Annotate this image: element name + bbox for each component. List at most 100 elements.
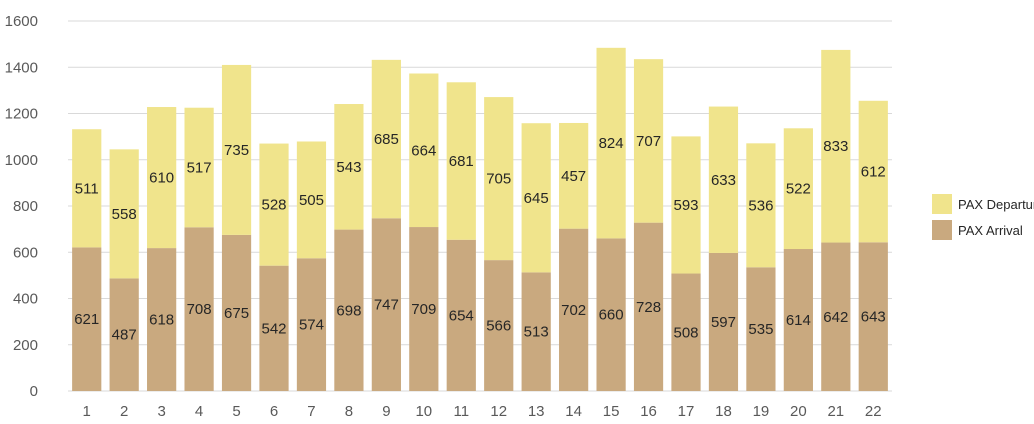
bar-pax-departure — [484, 97, 514, 261]
bar-pax-departure — [708, 106, 739, 253]
data-label-pax-arrival: 709 — [411, 301, 436, 318]
legend: PAX Departure PAX Arrival — [932, 194, 1034, 240]
data-label-pax-arrival: 487 — [112, 327, 137, 344]
data-label-pax-departure: 505 — [299, 192, 324, 209]
bar-pax-arrival — [296, 258, 327, 391]
data-label-pax-arrival: 618 — [149, 312, 174, 329]
y-tick-label: 1000 — [5, 152, 38, 169]
x-axis: 1 2 3 4 5 6 7 8 9 10 11 12 13 14 15 16 17 18 19 20 21 22 — [83, 403, 882, 420]
bar-pax-departure — [746, 143, 776, 268]
data-label-pax-departure: 593 — [673, 197, 698, 214]
data-label-pax-departure: 536 — [748, 197, 773, 214]
bar-pax-departure — [633, 59, 664, 223]
bar-pax-departure — [858, 100, 888, 243]
data-label-pax-departure: 633 — [711, 172, 736, 189]
legend-label: PAX Departure — [958, 197, 1034, 212]
y-tick-label: 1400 — [5, 59, 38, 76]
data-label-pax-arrival: 708 — [187, 301, 212, 318]
data-label-pax-arrival: 642 — [823, 309, 848, 326]
bar-pax-arrival — [746, 267, 776, 391]
bar-pax-arrival — [858, 242, 888, 391]
x-tick-label: 21 — [827, 403, 844, 420]
bar-pax-departure — [371, 59, 401, 219]
data-label-pax-arrival: 728 — [636, 299, 661, 316]
data-label-pax-arrival: 614 — [786, 312, 811, 329]
data-label-pax-arrival: 574 — [299, 317, 324, 334]
y-tick-label: 0 — [30, 383, 38, 400]
data-label-pax-arrival: 698 — [336, 302, 361, 319]
bars: 621 511 487 558 618 610 708 517 675 735 542 528 574 5… — [72, 47, 888, 391]
x-tick-label: 6 — [270, 403, 278, 420]
data-label-pax-arrival: 702 — [561, 302, 586, 319]
data-label-pax-arrival: 566 — [486, 318, 511, 335]
x-tick-label: 7 — [307, 403, 315, 420]
data-label-pax-arrival: 542 — [261, 320, 286, 337]
bar-pax-departure — [409, 73, 439, 228]
bar-pax-arrival — [371, 218, 401, 391]
bar-pax-departure — [109, 149, 139, 279]
x-tick-label: 11 — [453, 403, 469, 420]
x-tick-label: 2 — [120, 403, 128, 420]
legend-swatch — [932, 194, 952, 214]
data-label-pax-arrival: 643 — [861, 309, 886, 326]
x-tick-label: 16 — [640, 403, 657, 420]
x-tick-label: 13 — [528, 403, 545, 420]
legend-swatch — [932, 220, 952, 240]
data-label-pax-departure: 528 — [261, 197, 286, 214]
bar-pax-arrival — [334, 229, 364, 391]
y-tick-label: 400 — [13, 291, 38, 308]
data-label-pax-departure: 707 — [636, 133, 661, 150]
bar-pax-departure — [821, 49, 851, 243]
bar-pax-arrival — [109, 278, 139, 391]
x-tick-label: 1 — [83, 403, 91, 420]
bar-pax-arrival — [446, 239, 476, 391]
x-tick-label: 19 — [753, 403, 770, 420]
bar-pax-arrival — [559, 228, 589, 391]
data-label-pax-departure: 610 — [149, 170, 174, 187]
y-tick-label: 600 — [13, 244, 38, 261]
data-label-pax-arrival: 660 — [599, 307, 624, 324]
bar-pax-arrival — [409, 227, 439, 391]
x-tick-label: 9 — [382, 403, 390, 420]
data-label-pax-departure: 517 — [187, 159, 212, 176]
bar-pax-departure — [559, 122, 589, 229]
data-label-pax-departure: 824 — [599, 135, 624, 152]
bar-pax-arrival — [221, 234, 252, 391]
data-label-pax-arrival: 747 — [374, 297, 399, 314]
data-label-pax-departure: 705 — [486, 171, 511, 188]
data-label-pax-departure: 612 — [861, 164, 886, 181]
data-label-pax-departure: 645 — [524, 190, 549, 207]
data-label-pax-arrival: 654 — [449, 307, 474, 324]
x-tick-label: 14 — [565, 403, 582, 420]
x-tick-label: 10 — [415, 403, 432, 420]
y-tick-label: 1200 — [5, 106, 38, 123]
data-label-pax-departure: 522 — [786, 181, 811, 198]
legend-label: PAX Arrival — [958, 223, 1023, 238]
bar-pax-arrival — [671, 273, 701, 391]
data-label-pax-arrival: 513 — [524, 324, 549, 341]
bar-pax-departure — [259, 143, 289, 266]
bar-pax-departure — [334, 104, 364, 230]
data-label-pax-departure: 558 — [112, 206, 137, 223]
y-tick-label: 1600 — [5, 13, 38, 30]
x-tick-label: 22 — [865, 403, 882, 420]
bar-pax-arrival — [633, 222, 664, 391]
y-axis: 0 200 400 600 800 1000 1200 1400 1600 — [5, 13, 38, 400]
bar-pax-arrival — [147, 248, 177, 391]
data-label-pax-departure: 511 — [75, 180, 99, 197]
bar-pax-departure — [221, 64, 252, 235]
data-label-pax-departure: 457 — [561, 168, 586, 185]
data-label-pax-arrival: 597 — [711, 314, 736, 331]
bar-pax-arrival — [521, 272, 551, 391]
bar-pax-arrival — [259, 265, 289, 391]
x-tick-label: 4 — [195, 403, 203, 420]
bar-pax-departure — [783, 128, 813, 250]
bar-pax-departure — [296, 141, 327, 259]
data-label-pax-departure: 833 — [823, 138, 848, 155]
x-tick-label: 15 — [603, 403, 620, 420]
data-label-pax-arrival: 621 — [74, 311, 99, 328]
bar-pax-arrival — [821, 242, 851, 391]
data-label-pax-departure: 664 — [411, 142, 436, 159]
bar-pax-departure — [72, 129, 102, 248]
bar-pax-arrival — [708, 252, 739, 391]
